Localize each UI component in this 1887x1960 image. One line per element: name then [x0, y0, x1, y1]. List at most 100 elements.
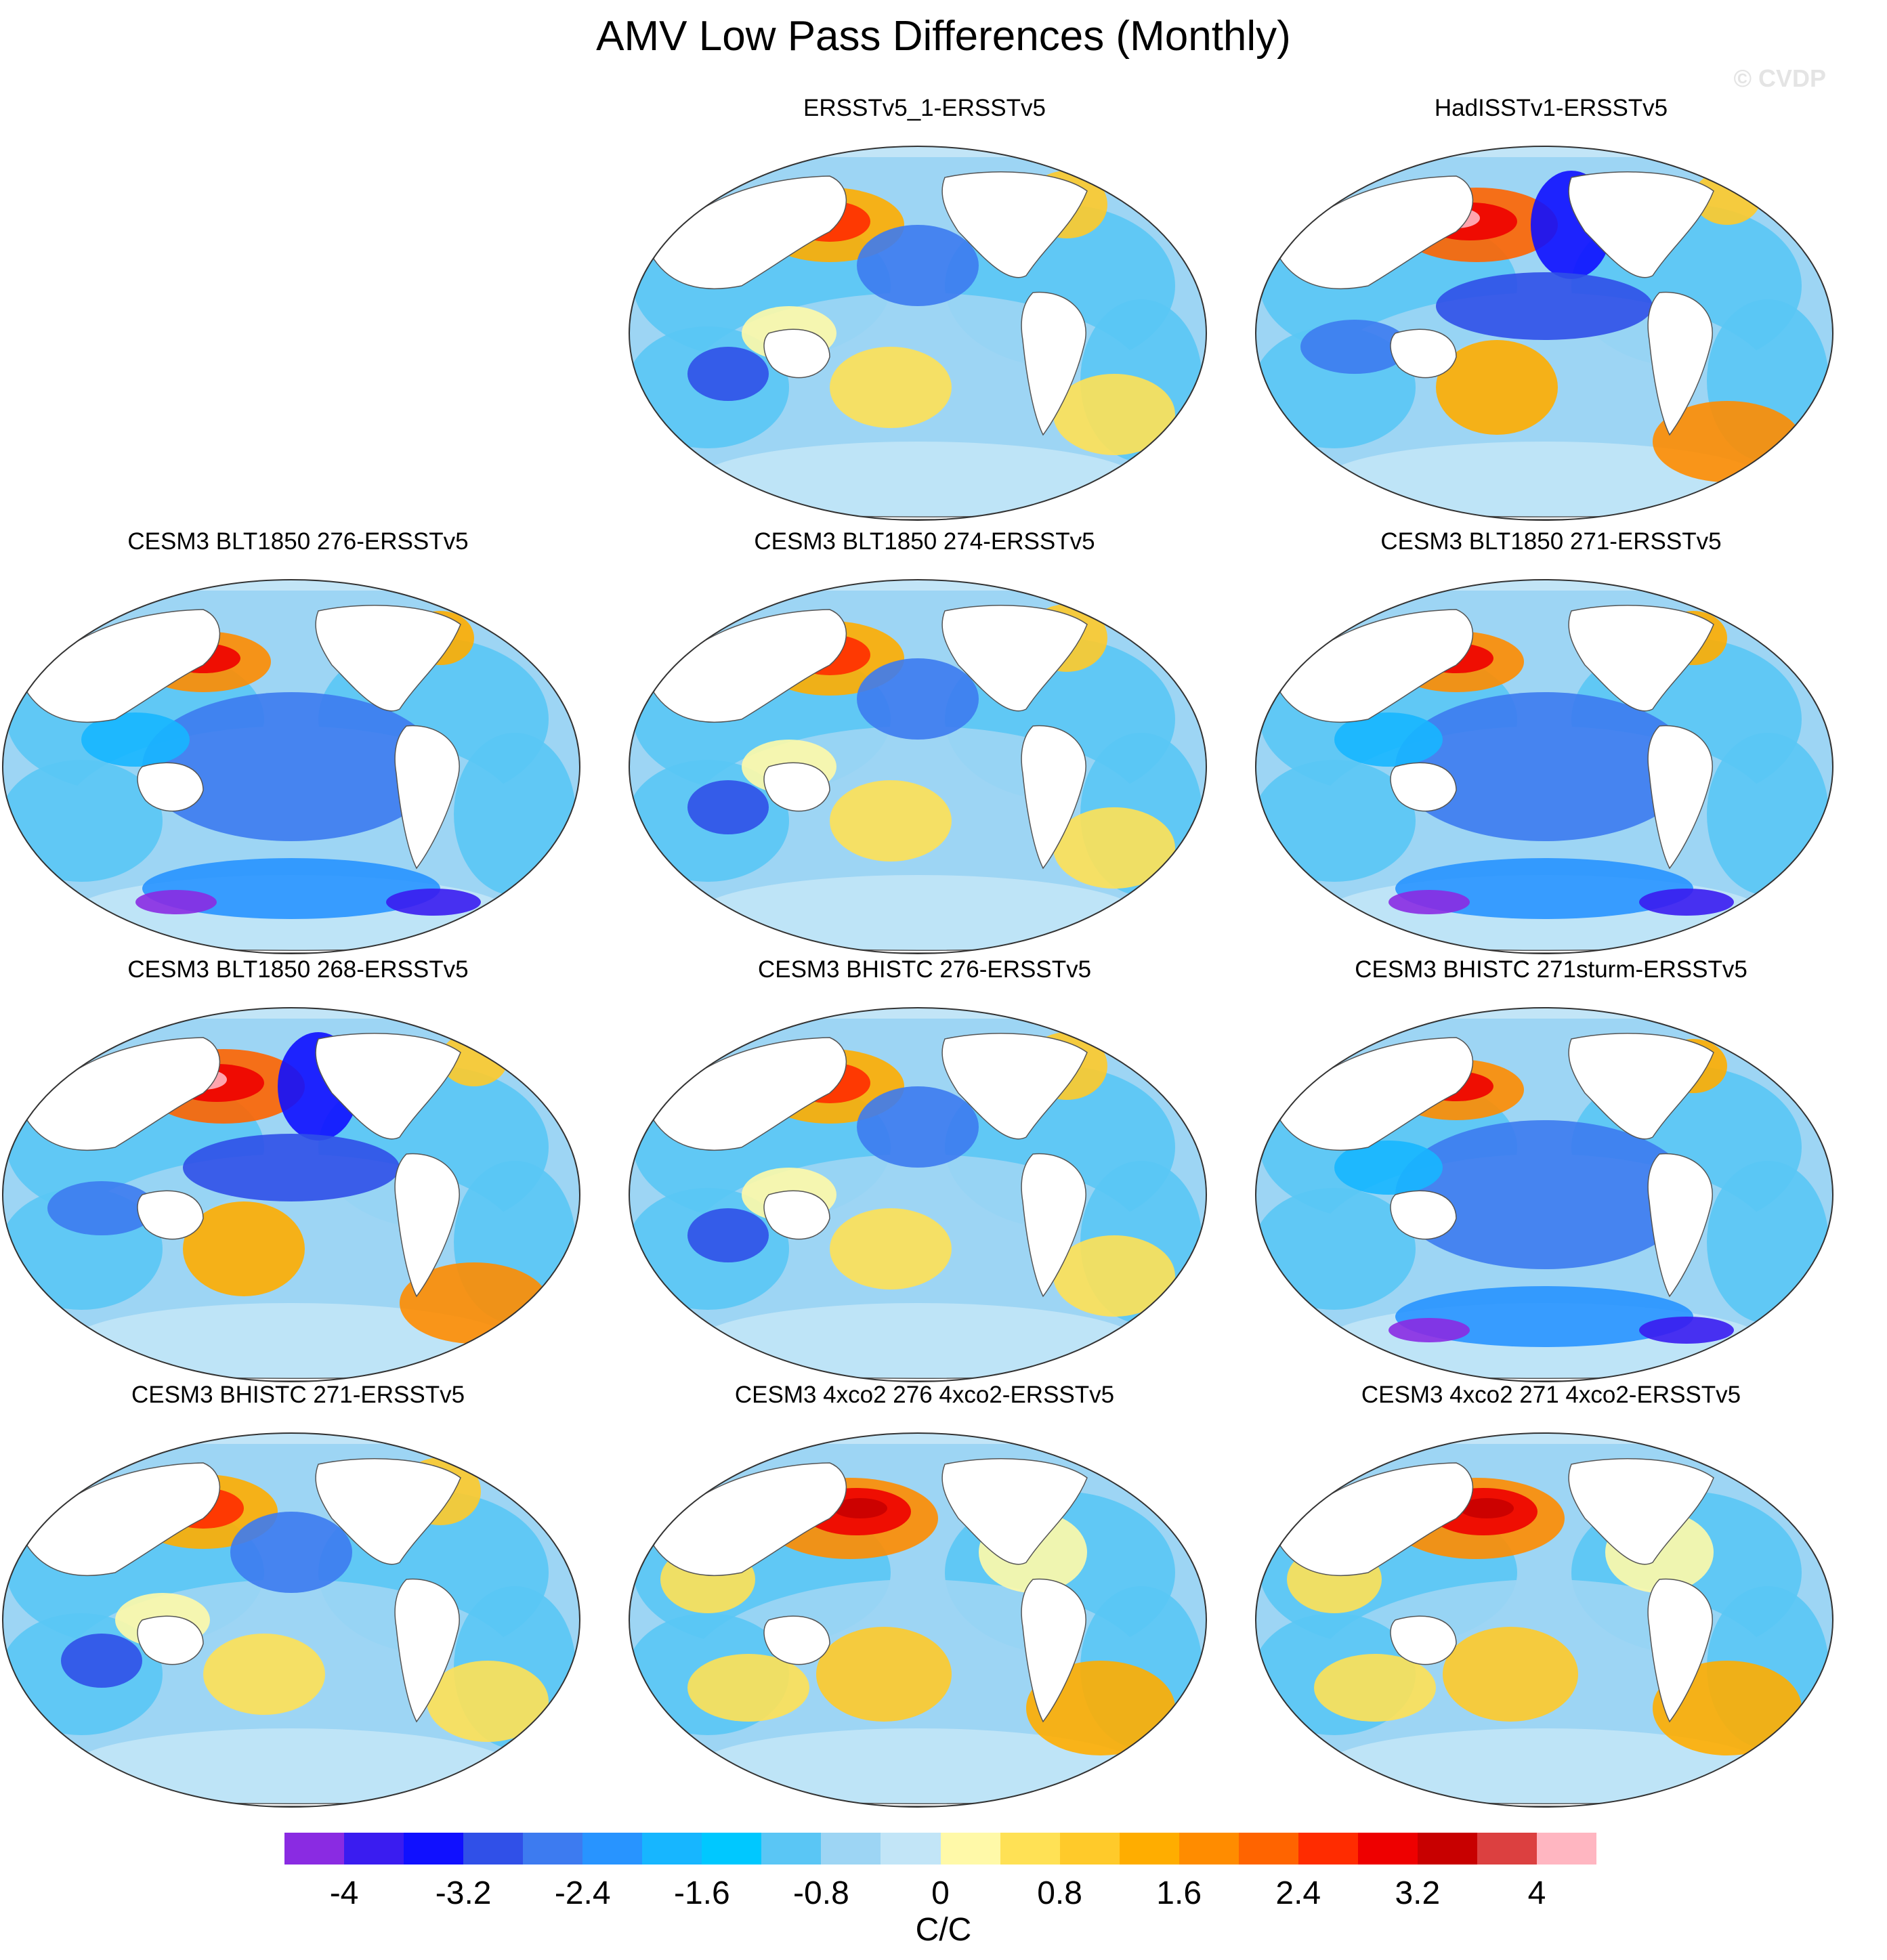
anomaly-region [1053, 374, 1175, 455]
anomaly-region [1639, 1317, 1734, 1344]
anomaly-region [816, 1627, 952, 1722]
polar-band [629, 1433, 1206, 1444]
land-mass [1021, 291, 1086, 436]
colorbar-tick-label: 2.4 [1275, 1875, 1321, 1911]
colorbar-swatch [1536, 1833, 1597, 1865]
map-border [629, 1432, 1207, 1808]
land-mass [1568, 1033, 1714, 1140]
anomaly-region [1395, 1120, 1693, 1269]
anomaly-region [454, 733, 576, 895]
colorbar-swatch [702, 1833, 762, 1865]
polar-band [3, 580, 580, 591]
anomaly-region [1395, 858, 1693, 919]
land-mass [763, 1615, 830, 1665]
map-panel: HadISSTv1-ERSSTv5 [1253, 95, 1849, 521]
land-mass [1390, 1615, 1457, 1665]
anomaly-region [386, 889, 481, 916]
anomaly-region [1053, 807, 1175, 889]
anomaly-region [1314, 1654, 1436, 1722]
colorbar-swatch [404, 1833, 464, 1865]
map-border [2, 1007, 580, 1382]
polar-band [1256, 1433, 1833, 1444]
colorbar-swatch [523, 1833, 583, 1865]
land-mass [941, 1458, 1088, 1565]
land-mass [137, 1190, 204, 1240]
map-border [629, 1007, 1207, 1382]
colorbar-tick-label: -3.2 [435, 1875, 492, 1911]
anomaly-region [1334, 1141, 1443, 1195]
anomaly-region [183, 1134, 400, 1201]
panel-title: CESM3 BHISTC 276-ERSSTv5 [757, 956, 1092, 983]
anomaly-region [1460, 1498, 1514, 1518]
anomaly-region [1321, 442, 1768, 520]
anomaly-region [1256, 760, 1416, 882]
robinson-map [1255, 579, 1833, 954]
colorbar-swatch [1059, 1833, 1120, 1865]
land-mass [394, 1153, 460, 1298]
anomaly-region [830, 780, 952, 861]
anomaly-region [833, 1498, 887, 1518]
anomaly-region [694, 1303, 1141, 1382]
polar-band [3, 1008, 580, 1019]
land-mass [1021, 725, 1086, 870]
anomaly-region [1395, 692, 1693, 841]
colorbar-tick-label: 0.8 [1037, 1875, 1082, 1911]
anomaly-region [1639, 889, 1734, 916]
anomaly-region [3, 760, 163, 882]
anomaly-region [694, 442, 1141, 520]
land-mass [941, 605, 1088, 712]
anomaly-region [1053, 1235, 1175, 1317]
land-mass [1568, 605, 1714, 712]
map-panel: CESM3 BLT1850 268-ERSSTv5 [0, 956, 596, 1383]
map-border [1255, 146, 1833, 521]
colorbar-swatch [284, 1833, 345, 1865]
anomaly-region [694, 875, 1141, 954]
map-border [2, 1432, 580, 1808]
map-panel: CESM3 BHISTC 271-ERSSTv5 [0, 1382, 596, 1808]
land-mass [315, 1033, 461, 1140]
anomaly-region [61, 1634, 142, 1688]
colorbar-swatch [1477, 1833, 1538, 1865]
anomaly-region [687, 1654, 809, 1722]
land-mass [653, 609, 847, 723]
panel-title: CESM3 BLT1850 276-ERSSTv5 [127, 528, 469, 555]
anomaly-region [1334, 712, 1443, 767]
anomaly-region [68, 1303, 515, 1382]
colorbar-swatch [1179, 1833, 1239, 1865]
colorbar-swatch [940, 1833, 1001, 1865]
anomaly-region [1443, 1627, 1578, 1722]
map-panel: CESM3 BHISTC 271sturm-ERSSTv5 [1253, 956, 1849, 1383]
polar-band [1256, 580, 1833, 591]
figure-title: AMV Low Pass Differences (Monthly) [596, 13, 1291, 60]
land-mass [1568, 171, 1714, 278]
panel-title: CESM3 BLT1850 271-ERSSTv5 [1380, 528, 1722, 555]
colorbar-tick-label: -1.6 [673, 1875, 730, 1911]
robinson-map [629, 146, 1207, 521]
land-mass [1021, 1153, 1086, 1298]
land-mass [1647, 1153, 1713, 1298]
anomaly-region [830, 347, 952, 428]
anomaly-region [830, 1208, 952, 1290]
colorbar-tick-label: 1.6 [1156, 1875, 1202, 1911]
anomaly-region [857, 225, 979, 306]
polar-band [3, 1433, 580, 1444]
anomaly-region [1300, 320, 1409, 374]
colorbar-swatch [1119, 1833, 1180, 1865]
panel-title: CESM3 BLT1850 274-ERSSTv5 [754, 528, 1095, 555]
colorbar-swatch [1357, 1833, 1418, 1865]
polar-band [629, 146, 1206, 157]
land-mass [26, 1462, 221, 1576]
land-mass [1647, 725, 1713, 870]
map-border [2, 579, 580, 954]
robinson-map [2, 1007, 580, 1382]
panel-title: CESM3 BLT1850 268-ERSSTv5 [127, 956, 469, 983]
colorbar-swatch [1298, 1833, 1359, 1865]
land-mass [137, 762, 204, 812]
land-mass [1279, 1462, 1474, 1576]
panel-title: CESM3 4xco2 276 4xco2-ERSSTv5 [734, 1382, 1115, 1408]
land-mass [1279, 1037, 1474, 1151]
land-mass [653, 1037, 847, 1151]
colorbar-tick-label: -4 [329, 1875, 359, 1911]
map-panel: ERSSTv5_1-ERSSTv5 [627, 95, 1223, 521]
land-mass [941, 171, 1088, 278]
